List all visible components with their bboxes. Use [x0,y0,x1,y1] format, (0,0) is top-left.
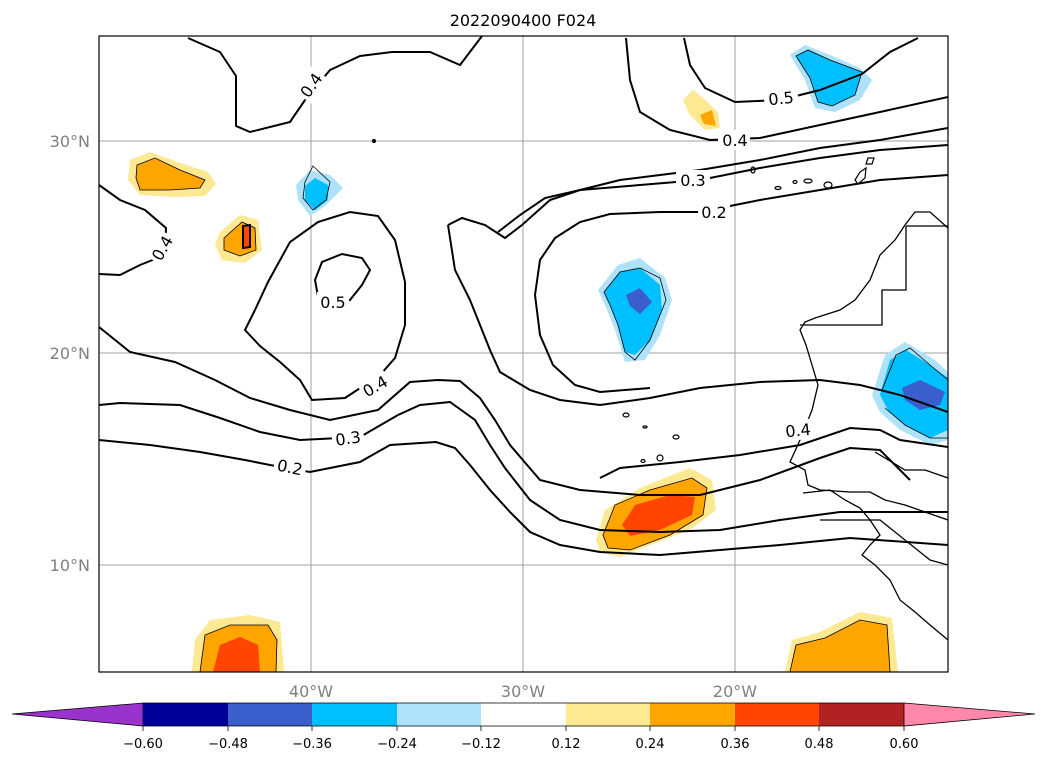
colorbar-bin [312,703,397,726]
contour-labels: 0.4 0.4 0.5 0.4 0.3 0.2 0.3 0.2 0.4 0.5 … [145,66,815,481]
lat-label-10n: 10°N [50,556,90,575]
border-4 [820,519,948,566]
patch-darkblue [902,380,945,410]
colorbar-bin [481,703,566,726]
colorbar-bin [566,703,650,726]
colorbar-extend-low [11,702,144,727]
contour-label: 0.4 [784,420,811,442]
colorbar-bin [397,703,481,726]
patch-red [622,495,695,536]
figure-title: 2022090400 F024 [450,11,597,30]
guinea-coast [802,489,948,641]
patch-orange [700,110,716,126]
contour-0.2-upper-b [534,294,651,394]
contour-0.3-mid [447,224,948,413]
lat-label-30n: 30°N [50,132,90,151]
contour-0.3-upper [497,144,948,233]
contour-label: 0.4 [722,131,747,150]
colorbar-tick: −0.12 [461,737,501,752]
colorbar-tick: 0.48 [805,737,834,752]
positive-anomaly-patches [128,90,898,672]
colorbar-tick: 0.12 [552,737,581,752]
colorbar-tick: −0.60 [123,737,163,752]
patch-blue [796,50,862,106]
lat-label-20n: 20°N [50,344,90,363]
lon-label-20w: 20°W [713,682,757,701]
map-content: 0.4 0.4 0.5 0.4 0.3 0.2 0.3 0.2 0.4 0.5 … [99,36,948,672]
patch-darkblue [626,288,652,314]
patch-blue [305,178,328,210]
patch-red [213,637,260,672]
contour-0.4-band [99,326,911,496]
contour-label: 0.5 [767,88,794,110]
colorbar-tick: 0.36 [721,737,750,752]
contour-0.3-low [99,400,948,534]
patch-blue [604,268,662,355]
gridlines [99,36,948,672]
patch-orange [790,620,890,672]
colorbar-tick: −0.48 [208,737,248,752]
colorbar-extend-high [903,702,1036,727]
contour-0.2-low [99,439,948,557]
africa-coast [789,211,948,521]
contour-0.4-se [599,426,948,479]
patch-orange [136,158,205,190]
contour-0.4-upper [447,127,948,240]
patch-outlines [135,49,948,672]
colorbar-bin [228,703,312,726]
islands [371,138,875,464]
border-3 [874,451,948,479]
border-2 [800,226,907,326]
patch-red [242,223,251,250]
colorbar-tick: 0.24 [636,737,665,752]
contour-label: 0.3 [680,171,705,190]
colorbar-tick: −0.24 [377,737,417,752]
contour-label: 0.2 [701,203,726,222]
coastlines [789,211,948,641]
lon-label-30w: 30°W [501,682,545,701]
colorbar-tick: 0.60 [890,737,919,752]
contour-label: 0.5 [320,293,345,312]
map-frame [98,35,949,673]
contour-label: 0.3 [334,427,362,449]
contour-label: 0.2 [275,456,304,480]
lon-label-40w: 40°W [289,682,333,701]
colorbar-bin [819,703,904,726]
colorbar-bin [735,703,819,726]
contour-0.4-nw [187,36,483,134]
colorbar-bin [650,703,735,726]
colorbar-tick: −0.36 [292,737,332,752]
contour-0.4-loop [243,210,406,402]
contour-0.4-ne [625,37,948,142]
contour-0.2-upper [534,174,948,296]
colorbar: −0.60 −0.48 −0.36 −0.24 −0.12 0.12 0.24 … [11,702,1036,752]
colorbar-bin [143,703,228,726]
